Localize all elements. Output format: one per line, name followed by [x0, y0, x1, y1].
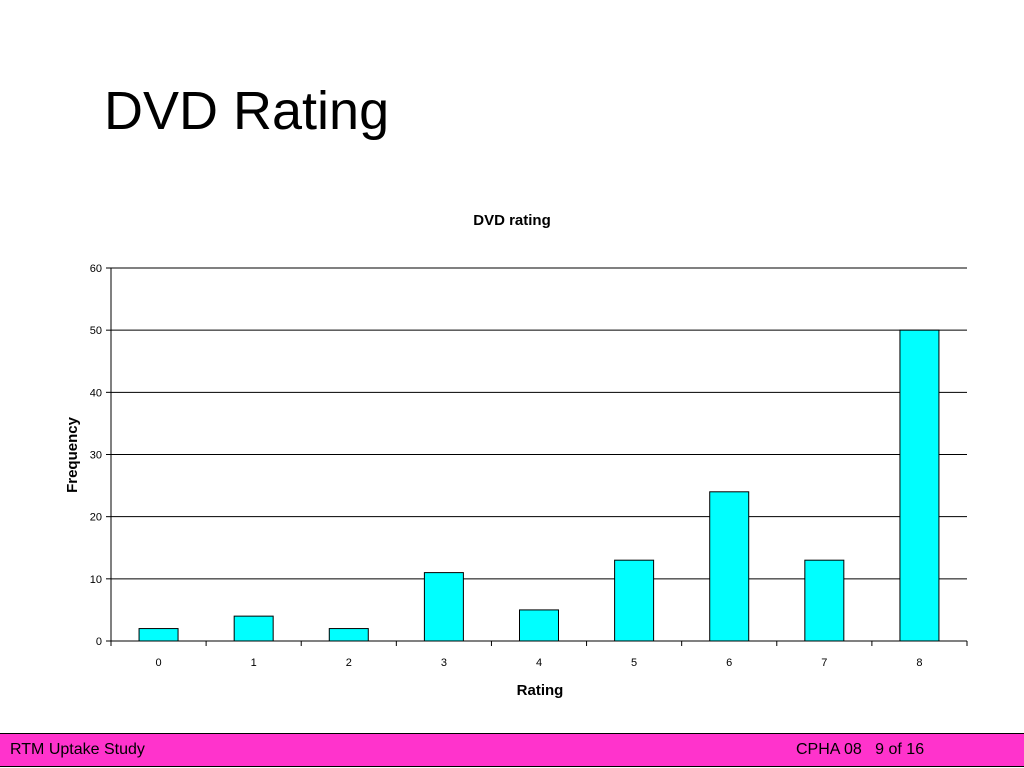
slide-title: DVD Rating — [104, 81, 390, 141]
x-tick-label: 4 — [536, 657, 542, 669]
bar-2 — [328, 628, 369, 642]
x-tick-label: 6 — [726, 657, 732, 669]
bar-3 — [423, 572, 464, 642]
bar-1 — [233, 615, 274, 642]
y-axis-ticks: 0 10 20 30 40 50 60 — [90, 263, 112, 648]
x-tick-label: 5 — [631, 657, 637, 669]
x-tick-label: 0 — [155, 657, 161, 669]
bar-4 — [519, 609, 559, 642]
x-tick-label: 7 — [821, 657, 827, 669]
bar-0 — [138, 628, 179, 642]
bar-5 — [614, 559, 655, 642]
bars — [138, 329, 940, 642]
x-tick-label: 3 — [441, 657, 447, 669]
bar-7 — [804, 559, 845, 642]
footer-conference: CPHA 08 — [796, 741, 862, 758]
y-tick-label: 50 — [90, 325, 102, 337]
x-tick-label: 2 — [346, 657, 352, 669]
x-tick-label: 1 — [251, 657, 257, 669]
y-tick-label: 0 — [96, 636, 102, 648]
bar-6 — [709, 491, 750, 642]
y-tick-label: 10 — [90, 574, 102, 586]
y-tick-label: 20 — [90, 512, 102, 524]
y-axis-label: Frequency — [64, 416, 81, 493]
x-tick-label: 8 — [916, 657, 922, 669]
x-axis-ticks: 0 1 2 3 4 5 6 7 8 — [110, 640, 968, 669]
y-tick-label: 40 — [90, 387, 102, 399]
x-axis-label: Rating — [517, 682, 564, 699]
footer-bar: RTM Uptake Study CPHA 08 9 of 16 — [0, 733, 1024, 767]
bar-8 — [899, 329, 940, 642]
y-tick-label: 60 — [90, 263, 102, 275]
y-tick-label: 30 — [90, 450, 102, 462]
footer-page-number: 9 of 16 — [875, 741, 925, 758]
chart-title: DVD rating — [473, 212, 551, 229]
gridlines — [111, 267, 967, 580]
footer-right: CPHA 08 9 of 16 — [796, 741, 924, 759]
footer-study-name: RTM Uptake Study — [10, 741, 145, 758]
bar-chart: DVD rating 0 10 20 30 40 50 60 0 1 2 3 4 5 6 7 8 Ratin… — [64, 212, 968, 699]
